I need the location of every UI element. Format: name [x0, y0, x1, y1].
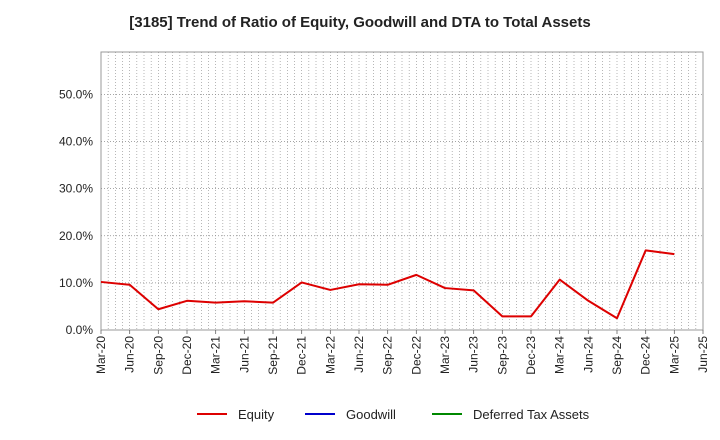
x-tick-label: Jun-20	[123, 336, 137, 373]
legend-label-deferred-tax-assets: Deferred Tax Assets	[473, 407, 590, 422]
x-tick-label: Jun-21	[237, 336, 251, 373]
x-tick-label: Jun-24	[581, 336, 595, 373]
x-tick-label: Sep-22	[381, 336, 395, 375]
x-tick-label: Sep-20	[151, 336, 165, 375]
chart-title: [3185] Trend of Ratio of Equity, Goodwil…	[129, 14, 591, 31]
x-tick-label: Jun-22	[352, 336, 366, 373]
x-tick-label: Dec-21	[295, 336, 309, 375]
x-tick-label: Mar-24	[553, 336, 567, 374]
series-line-equity	[100, 249, 675, 320]
x-tick-label: Jun-25	[696, 336, 710, 373]
legend-label-equity: Equity	[238, 407, 275, 422]
x-tick-label: Dec-24	[639, 336, 653, 375]
x-tick-label: Mar-25	[667, 336, 681, 374]
x-tick-label: Mar-22	[323, 336, 337, 374]
x-tick-label: Sep-24	[610, 336, 624, 375]
legend-label-goodwill: Goodwill	[346, 407, 396, 422]
x-tick-label: Dec-20	[180, 336, 194, 375]
y-tick-label: 10.0%	[59, 276, 93, 290]
x-tick-label: Sep-21	[266, 336, 280, 375]
y-tick-label: 20.0%	[59, 229, 93, 243]
y-tick-label: 50.0%	[59, 87, 93, 101]
y-tick-label: 40.0%	[59, 135, 93, 149]
y-tick-label: 0.0%	[66, 323, 94, 337]
x-tick-label: Mar-23	[438, 336, 452, 374]
x-tick-label: Dec-22	[409, 336, 423, 375]
x-tick-label: Mar-20	[94, 336, 108, 374]
x-tick-label: Dec-23	[524, 336, 538, 375]
x-tick-label: Sep-23	[495, 336, 509, 375]
x-tick-label: Jun-23	[467, 336, 481, 373]
y-tick-label: 30.0%	[59, 182, 93, 196]
x-tick-label: Mar-21	[209, 336, 223, 374]
